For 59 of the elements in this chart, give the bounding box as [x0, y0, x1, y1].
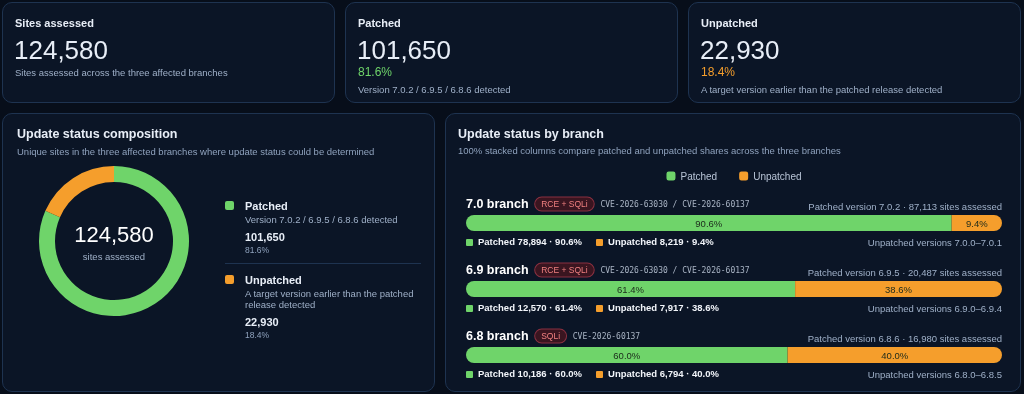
- text: 18.4%: [245, 330, 271, 340]
- y-tick-label: 7.0 branch: [466, 197, 529, 211]
- text: A target version earlier than the patched release detected: [245, 288, 415, 310]
- bar: [466, 281, 796, 297]
- data-label: 40.0%: [881, 349, 909, 361]
- data-label: 60.0%: [613, 349, 641, 361]
- data-label: 90.6%: [695, 217, 723, 229]
- annotation: RCE + SQLi: [541, 199, 588, 209]
- chart-subtitle: Unique sites in the three affected branches where update status could be determined: [17, 146, 375, 157]
- annotation: Unpatched versions 6.8.0–6.8.5: [867, 368, 1002, 380]
- legend-label: Patched: [245, 200, 289, 212]
- y-tick-label: 6.8 branch: [466, 329, 529, 343]
- annotation: SQLi: [541, 331, 561, 341]
- bar: [466, 215, 952, 231]
- annotation: Unpatched 8,219 · 9.4%: [608, 236, 714, 248]
- text: 81.6%: [245, 245, 271, 255]
- bar: [795, 281, 1002, 297]
- annotation: Patched 12,570 · 61.4%: [478, 302, 583, 314]
- legend-label: Patched: [680, 170, 718, 182]
- annotation: Unpatched versions 6.9.0–6.9.4: [867, 302, 1002, 314]
- text: 81.6%: [358, 65, 393, 79]
- text: 124,580: [14, 35, 108, 65]
- text: Version 7.0.2 / 6.9.5 / 6.8.6 detected: [245, 214, 399, 225]
- bar: [787, 347, 1002, 363]
- legend-label: Unpatched: [245, 274, 303, 286]
- text: 101,650: [357, 35, 451, 65]
- y-tick-label: 6.9 branch: [466, 263, 529, 277]
- text: Patched: [358, 17, 401, 29]
- data-label: 9.4%: [965, 217, 989, 229]
- annotation: Unpatched 7,917 · 38.6%: [608, 302, 719, 314]
- annotation: Patched version 6.9.5 · 20,487 sites assessed: [807, 266, 1002, 278]
- annotation: CVE-2026-60137: [572, 331, 641, 341]
- data-label: 38.6%: [885, 283, 913, 295]
- chart-subtitle: 100% stacked columns compare patched and unpatched shares across the three branches: [458, 145, 841, 156]
- text: sites assessed: [82, 250, 146, 262]
- data-label: 61.4%: [617, 283, 645, 295]
- annotation: Patched 10,186 · 60.0%: [478, 368, 583, 380]
- bar: [466, 347, 788, 363]
- chart-title: Update status by branch: [458, 127, 604, 141]
- text: 101,650: [245, 231, 286, 243]
- annotation: RCE + SQLi: [541, 265, 588, 275]
- text: A target version earlier than the patched release detected: [701, 84, 943, 95]
- annotation: CVE-2026-63030 / CVE-2026-60137: [600, 199, 750, 209]
- text: Version 7.0.2 / 6.9.5 / 6.8.6 detected: [358, 84, 511, 95]
- annotation: Patched version 6.8.6 · 16,980 sites assessed: [807, 332, 1002, 344]
- annotation: Unpatched 6,794 · 40.0%: [608, 368, 719, 380]
- annotation: Unpatched versions 7.0.0–7.0.1: [867, 236, 1002, 248]
- text: 22,930: [245, 316, 280, 328]
- text: 22,930: [700, 35, 780, 65]
- text: 124,580: [74, 221, 154, 247]
- annotation: Patched version 7.0.2 · 87,113 sites assessed: [808, 200, 1002, 212]
- text: Unpatched: [701, 17, 758, 29]
- text: 18.4%: [701, 65, 736, 79]
- legend-label: Unpatched: [753, 170, 802, 182]
- annotation: Patched 78,894 · 90.6%: [478, 236, 583, 248]
- text: Sites assessed across the three affected branches: [15, 67, 228, 78]
- annotation: CVE-2026-63030 / CVE-2026-60137: [600, 265, 750, 275]
- chart-title: Update status composition: [17, 127, 178, 141]
- text: Sites assessed: [15, 17, 94, 29]
